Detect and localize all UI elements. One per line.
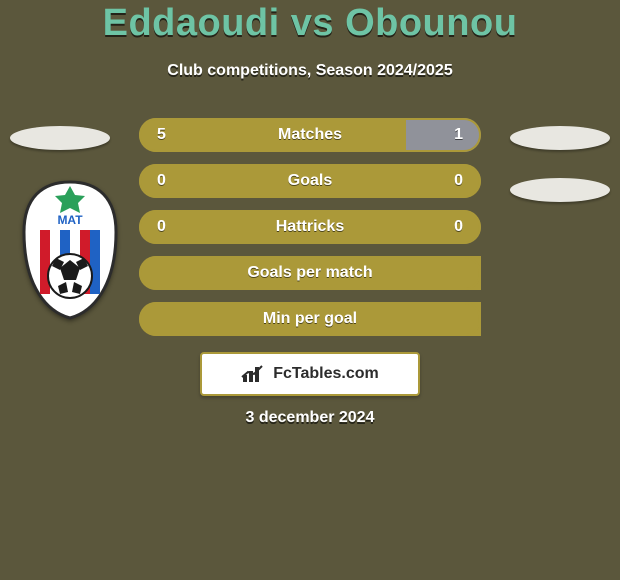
club-crest: MAT bbox=[20, 180, 120, 320]
stat-label: Matches bbox=[139, 118, 481, 152]
brand-text: FcTables.com bbox=[273, 365, 379, 383]
stat-row: Hattricks0 0 bbox=[139, 210, 481, 250]
stat-value-right: 0 bbox=[454, 164, 463, 198]
stat-label: Min per goal bbox=[139, 302, 481, 336]
stat-value-right: 0 bbox=[454, 210, 463, 244]
stat-row: Min per goal bbox=[139, 302, 481, 342]
stat-label: Hattricks bbox=[139, 210, 481, 244]
club-crest-svg: MAT bbox=[20, 180, 120, 320]
stat-row: Goals per match bbox=[139, 256, 481, 296]
player-right-avatar-1 bbox=[510, 126, 610, 150]
stat-label: Goals bbox=[139, 164, 481, 198]
stats-rows: Matches51Goals00Hattricks00Goals per mat… bbox=[139, 118, 481, 348]
player-right-avatar-2 bbox=[510, 178, 610, 202]
stat-row: Matches5 1 bbox=[139, 118, 481, 158]
stat-value-left: 5 bbox=[157, 118, 166, 152]
stat-value-left: 0 bbox=[157, 164, 166, 198]
player-left-avatar bbox=[10, 126, 110, 150]
stat-value-left: 0 bbox=[157, 210, 166, 244]
brand-box: FcTables.com bbox=[200, 352, 420, 396]
svg-text:MAT: MAT bbox=[57, 213, 83, 227]
subtitle: Club competitions, Season 2024/2025 bbox=[0, 62, 620, 80]
stat-value-right: 1 bbox=[454, 118, 463, 152]
stat-row: Goals0 0 bbox=[139, 164, 481, 204]
page-title: Eddaoudi vs Obounou bbox=[0, 2, 620, 45]
brand-chart-icon bbox=[241, 365, 267, 383]
stat-label: Goals per match bbox=[139, 256, 481, 290]
date-text: 3 december 2024 bbox=[0, 409, 620, 427]
comparison-card: Eddaoudi vs Obounou Club competitions, S… bbox=[0, 0, 620, 580]
